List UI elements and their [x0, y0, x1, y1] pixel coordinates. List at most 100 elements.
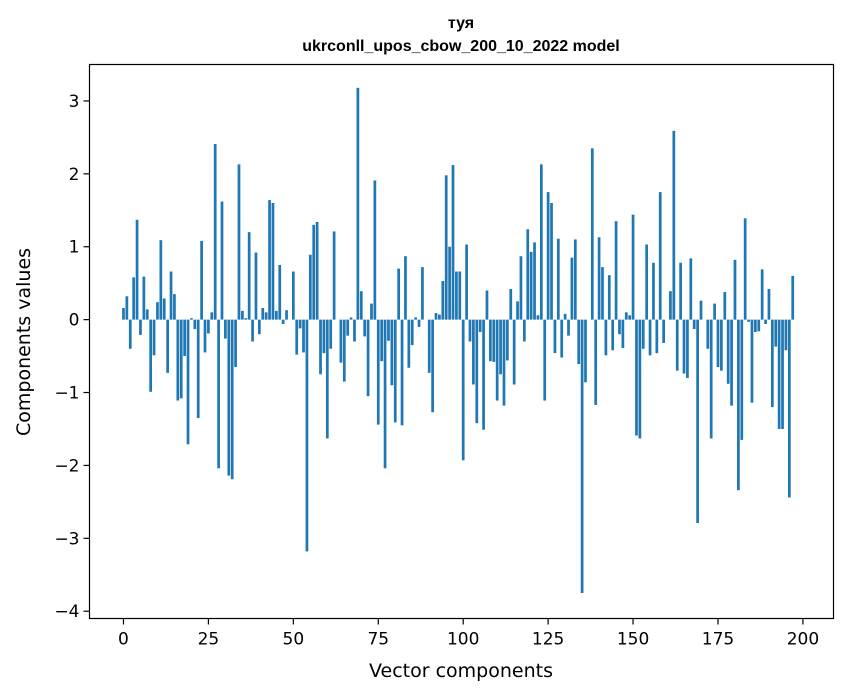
bar [220, 201, 224, 320]
chart-title-line-2: ukrconll_upos_cbow_200_10_2022 model [302, 38, 619, 55]
y-tick-label: −2 [54, 456, 79, 476]
bar [264, 312, 268, 320]
bar [356, 87, 360, 320]
y-axis-label: Components values [13, 248, 35, 436]
bar [421, 267, 424, 320]
bar [227, 319, 231, 476]
bar [274, 310, 278, 320]
bar [706, 319, 710, 349]
bar [465, 244, 468, 320]
bar [550, 203, 553, 320]
bar [781, 319, 784, 429]
bar [791, 275, 795, 320]
bar [499, 319, 502, 375]
bar [441, 281, 445, 320]
bar [648, 319, 652, 356]
bar [519, 256, 523, 320]
bar [580, 319, 584, 593]
bar [533, 242, 536, 320]
bar [614, 221, 618, 320]
bar [699, 300, 703, 320]
bar [244, 318, 248, 320]
bar [682, 319, 686, 374]
y-tick-label: −1 [54, 384, 79, 404]
y-tick-label: 2 [69, 165, 80, 185]
bar [234, 319, 237, 368]
bar [658, 192, 662, 320]
bar [196, 319, 200, 419]
bar [166, 319, 169, 373]
bar [207, 319, 210, 334]
bar [193, 319, 197, 330]
bar [720, 319, 723, 371]
bar [455, 271, 458, 320]
bar [624, 312, 628, 320]
bar [737, 319, 740, 491]
bar [322, 319, 326, 354]
bar [407, 319, 411, 368]
bar [142, 276, 146, 320]
x-axis-ticks: 0 25 50 75 100 125 150 175 200 [118, 618, 819, 650]
bar [726, 319, 730, 384]
bar [607, 275, 611, 320]
bar [230, 319, 234, 480]
bar [213, 143, 217, 320]
x-tick-label: 200 [787, 630, 819, 650]
bar [777, 319, 781, 429]
bar [393, 319, 397, 423]
bar [156, 302, 159, 320]
bar [305, 319, 309, 552]
bar [332, 231, 336, 320]
bar [251, 319, 254, 342]
bar [536, 315, 540, 320]
bar [764, 319, 767, 324]
bar [594, 319, 598, 405]
bar [339, 319, 343, 363]
bar [390, 319, 394, 386]
bar [308, 254, 312, 320]
bar [743, 218, 747, 320]
bar [247, 232, 251, 320]
y-tick-label: −3 [54, 529, 79, 549]
bar [203, 319, 207, 353]
bar [526, 229, 530, 320]
bar [291, 271, 295, 320]
bar [709, 319, 713, 439]
bar [448, 246, 451, 320]
x-tick-label: 50 [283, 630, 305, 650]
bar [217, 319, 220, 469]
bar [125, 296, 129, 320]
bar [400, 319, 404, 426]
bar [618, 319, 621, 335]
bar [570, 257, 574, 320]
bar [485, 290, 489, 320]
bar-series [122, 87, 795, 593]
bar [638, 319, 642, 439]
bar [760, 269, 764, 320]
bar [434, 313, 438, 320]
bar [539, 164, 543, 320]
bar [546, 192, 550, 320]
bar [563, 313, 567, 320]
bar [750, 319, 754, 403]
bar [342, 319, 346, 382]
bar [258, 319, 261, 335]
bar [397, 268, 401, 320]
bar [740, 319, 744, 440]
bar [757, 319, 761, 332]
bar [135, 219, 139, 320]
bar [159, 240, 163, 320]
bar [363, 319, 367, 337]
bar [186, 319, 190, 445]
bar [567, 319, 570, 336]
bar [573, 239, 577, 320]
bar [478, 319, 482, 333]
x-tick-label: 0 [118, 630, 129, 650]
bar [302, 319, 305, 353]
bar [451, 165, 455, 320]
bar [370, 303, 373, 320]
y-tick-label: 0 [69, 311, 80, 331]
bar [482, 319, 485, 430]
bar [261, 307, 265, 320]
bar [628, 315, 632, 320]
